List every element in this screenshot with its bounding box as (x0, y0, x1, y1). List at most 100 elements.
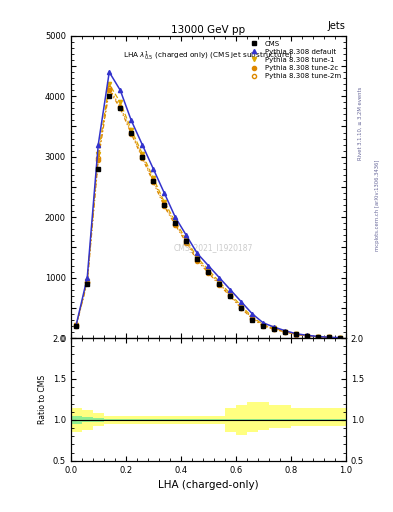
Pythia 8.308 default (239, 298, 244, 305)
Pythia 8.308 tune-1 (283, 328, 288, 334)
Pythia 8.308 tune-2c (184, 240, 189, 246)
CMS (261, 323, 266, 329)
Text: LHA $\lambda^{1}_{0.5}$ (charged only) (CMS jet substructure): LHA $\lambda^{1}_{0.5}$ (charged only) (… (123, 50, 293, 63)
Pythia 8.308 default (294, 331, 299, 337)
Pythia 8.308 tune-1 (239, 303, 244, 309)
Pythia 8.308 default (272, 324, 277, 330)
Pythia 8.308 tune-2c (261, 323, 266, 329)
Pythia 8.308 tune-1 (74, 322, 79, 328)
Pythia 8.308 tune-1 (151, 175, 156, 181)
Pythia 8.308 tune-2m (85, 279, 90, 285)
Pythia 8.308 default (74, 322, 79, 328)
CMS (129, 130, 134, 136)
Pythia 8.308 tune-2m (140, 153, 145, 159)
Y-axis label: Ratio to CMS: Ratio to CMS (38, 375, 47, 424)
Pythia 8.308 tune-2c (239, 305, 244, 311)
CMS (107, 93, 112, 99)
CMS (118, 105, 123, 112)
Pythia 8.308 tune-2m (129, 130, 134, 136)
Pythia 8.308 default (107, 69, 112, 75)
Pythia 8.308 tune-1 (316, 334, 321, 340)
Legend: CMS, Pythia 8.308 default, Pythia 8.308 tune-1, Pythia 8.308 tune-2c, Pythia 8.3: CMS, Pythia 8.308 default, Pythia 8.308 … (245, 39, 342, 80)
Pythia 8.308 default (305, 332, 310, 338)
Pythia 8.308 tune-1 (118, 99, 123, 105)
Pythia 8.308 tune-2m (107, 86, 112, 92)
Pythia 8.308 tune-1 (327, 334, 332, 340)
Pythia 8.308 default (184, 232, 189, 239)
CMS (96, 166, 101, 172)
Pythia 8.308 tune-2c (283, 329, 288, 335)
CMS (250, 317, 255, 323)
CMS (228, 293, 233, 299)
Pythia 8.308 tune-2c (96, 157, 101, 163)
Pythia 8.308 tune-2c (162, 203, 167, 209)
CMS (327, 334, 332, 340)
Pythia 8.308 tune-2m (261, 323, 266, 329)
Pythia 8.308 tune-2m (118, 103, 123, 110)
Pythia 8.308 tune-1 (129, 126, 134, 133)
Pythia 8.308 tune-2c (195, 258, 200, 264)
Pythia 8.308 tune-2c (129, 131, 134, 137)
Text: Jets: Jets (328, 22, 346, 31)
CMS (184, 238, 189, 244)
CMS (305, 333, 310, 339)
Pythia 8.308 tune-2c (228, 293, 233, 300)
Pythia 8.308 tune-2c (85, 280, 90, 286)
Pythia 8.308 tune-1 (85, 278, 90, 284)
Line: Pythia 8.308 tune-1: Pythia 8.308 tune-1 (74, 82, 342, 340)
Pythia 8.308 default (96, 141, 101, 147)
CMS (239, 305, 244, 311)
Pythia 8.308 tune-2m (162, 201, 167, 207)
Pythia 8.308 tune-1 (184, 237, 189, 243)
Pythia 8.308 tune-2m (195, 257, 200, 263)
Pythia 8.308 tune-1 (96, 151, 101, 157)
Line: Pythia 8.308 tune-2c: Pythia 8.308 tune-2c (74, 88, 342, 340)
CMS (217, 281, 222, 287)
Pythia 8.308 tune-1 (294, 331, 299, 337)
Pythia 8.308 tune-1 (206, 267, 211, 273)
Pythia 8.308 default (206, 263, 211, 269)
Pythia 8.308 tune-2c (74, 323, 79, 329)
Pythia 8.308 tune-1 (140, 151, 145, 157)
Text: CMS_2021_I1920187: CMS_2021_I1920187 (174, 243, 253, 252)
Line: CMS: CMS (74, 94, 343, 340)
Pythia 8.308 tune-2m (184, 238, 189, 244)
CMS (85, 281, 90, 287)
Pythia 8.308 tune-2c (316, 334, 321, 340)
Line: Pythia 8.308 tune-2m: Pythia 8.308 tune-2m (74, 87, 342, 340)
Pythia 8.308 tune-1 (338, 335, 343, 341)
Pythia 8.308 default (129, 117, 134, 123)
Pythia 8.308 default (316, 333, 321, 339)
CMS (140, 154, 145, 160)
Pythia 8.308 tune-2m (327, 334, 332, 340)
Pythia 8.308 default (195, 250, 200, 257)
CMS (162, 202, 167, 208)
Pythia 8.308 default (261, 320, 266, 326)
Pythia 8.308 tune-2m (239, 305, 244, 311)
Pythia 8.308 default (85, 274, 90, 281)
Pythia 8.308 tune-2m (74, 323, 79, 329)
Pythia 8.308 default (228, 287, 233, 293)
Pythia 8.308 tune-2m (283, 329, 288, 335)
Pythia 8.308 tune-1 (162, 199, 167, 205)
CMS (173, 220, 178, 226)
Pythia 8.308 tune-2m (305, 333, 310, 339)
Pythia 8.308 tune-2c (327, 334, 332, 340)
Pythia 8.308 default (118, 87, 123, 93)
Text: mcplots.cern.ch [arXiv:1306.3436]: mcplots.cern.ch [arXiv:1306.3436] (375, 159, 380, 250)
Pythia 8.308 tune-2c (272, 326, 277, 332)
Pythia 8.308 default (173, 214, 178, 220)
Text: Rivet 3.1.10, ≥ 3.2M events: Rivet 3.1.10, ≥ 3.2M events (358, 86, 363, 160)
Pythia 8.308 tune-2c (206, 270, 211, 276)
X-axis label: LHA (charged-only): LHA (charged-only) (158, 480, 259, 490)
Line: Pythia 8.308 default: Pythia 8.308 default (74, 70, 342, 340)
Pythia 8.308 tune-1 (272, 325, 277, 331)
CMS (74, 323, 79, 329)
CMS (338, 335, 343, 341)
Pythia 8.308 tune-1 (250, 314, 255, 320)
Pythia 8.308 default (338, 335, 343, 341)
Pythia 8.308 tune-2m (151, 177, 156, 183)
Pythia 8.308 tune-2c (140, 155, 145, 161)
Pythia 8.308 tune-1 (228, 291, 233, 297)
CMS (283, 329, 288, 335)
